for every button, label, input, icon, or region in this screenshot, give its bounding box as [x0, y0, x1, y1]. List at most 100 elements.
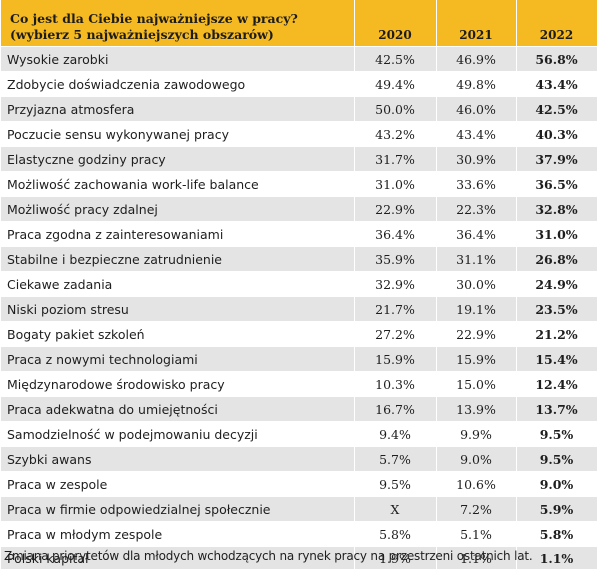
value-2020: 16.7% — [354, 396, 437, 422]
row-label: Przyjazna atmosfera — [1, 96, 355, 122]
row-label: Niski poziom stresu — [1, 296, 355, 322]
row-label: Elastyczne godziny pracy — [1, 146, 355, 172]
value-2021: 9.0% — [436, 446, 517, 472]
value-2021: 15.0% — [436, 371, 517, 397]
table-row: Praca w firmie odpowiedzialnej społeczni… — [1, 496, 598, 522]
row-label: Praca adekwatna do umiejętności — [1, 396, 355, 422]
year-header-2021: 2021 — [436, 0, 517, 47]
value-2022: 36.5% — [516, 171, 598, 197]
table-row: Poczucie sensu wykonywanej pracy 43.2% 43.… — [1, 121, 598, 147]
value-2021: 1.1% — [436, 546, 517, 570]
value-2021: 19.1% — [436, 296, 517, 322]
row-label: Możliwość zachowania work-life balance — [1, 171, 355, 197]
value-2022: 40.3% — [516, 121, 598, 147]
value-2020: 43.2% — [354, 121, 437, 147]
value-2021: 31.1% — [436, 246, 517, 272]
value-2021: 5.1% — [436, 521, 517, 547]
value-2020: 32.9% — [354, 271, 437, 297]
value-2021: 49.8% — [436, 71, 517, 97]
question-line-2: (wybierz 5 najważniejszych obszarów) — [10, 27, 274, 42]
value-2022: 24.9% — [516, 271, 598, 297]
question-header: Co jest dla Ciebie najważniejsze w pracy… — [1, 0, 355, 47]
table-row: Możliwość zachowania work-life balance 31… — [1, 171, 598, 197]
table-row: Międzynarodowe środowisko pracy 10.3% 15.0… — [1, 371, 598, 397]
value-2021: 22.9% — [436, 321, 517, 347]
value-2022: 15.4% — [516, 346, 598, 372]
value-2021: 46.0% — [436, 96, 517, 122]
value-2022: 21.2% — [516, 321, 598, 347]
table-row: Elastyczne godziny pracy 31.7% 30.9% 37.9% — [1, 146, 598, 172]
value-2020: 27.2% — [354, 321, 437, 347]
table-body: Wysokie zarobki 42.5% 46.9% 56.8% Zdobycie d… — [1, 46, 598, 570]
table-row: Wysokie zarobki 42.5% 46.9% 56.8% — [1, 46, 598, 72]
table-row: Niski poziom stresu 21.7% 19.1% 23.5% — [1, 296, 598, 322]
value-2020: 50.0% — [354, 96, 437, 122]
row-label: Poczucie sensu wykonywanej pracy — [1, 121, 355, 147]
value-2022: 43.4% — [516, 71, 598, 97]
value-2020: 5.7% — [354, 446, 437, 472]
value-2022: 5.9% — [516, 496, 598, 522]
table-row: Polski kapitał 1.9% 1.1% 1.1% — [1, 546, 598, 570]
value-2021: 43.4% — [436, 121, 517, 147]
value-2021: 7.2% — [436, 496, 517, 522]
table-row: Ciekawe zadania 32.9% 30.0% 24.9% — [1, 271, 598, 297]
value-2020: 49.4% — [354, 71, 437, 97]
value-2022: 42.5% — [516, 96, 598, 122]
value-2021: 33.6% — [436, 171, 517, 197]
question-line-1: Co jest dla Ciebie najważniejsze w pracy… — [10, 11, 298, 26]
value-2020: 42.5% — [354, 46, 437, 72]
value-2020: 21.7% — [354, 296, 437, 322]
row-label: Zdobycie doświadczenia zawodowego — [1, 71, 355, 97]
value-2022: 13.7% — [516, 396, 598, 422]
value-2021: 22.3% — [436, 196, 517, 222]
row-label: Samodzielność w podejmowaniu decyzji — [1, 421, 355, 447]
value-2020: 9.5% — [354, 471, 437, 497]
row-label: Stabilne i bezpieczne zatrudnienie — [1, 246, 355, 272]
row-label: Polski kapitał — [1, 546, 355, 570]
table-row: Praca z nowymi technologiami 15.9% 15.9% 15… — [1, 346, 598, 372]
value-2020: 36.4% — [354, 221, 437, 247]
table-header-row: Co jest dla Ciebie najważniejsze w pracy… — [1, 0, 598, 47]
value-2020: 31.7% — [354, 146, 437, 172]
value-2021: 13.9% — [436, 396, 517, 422]
row-label: Międzynarodowe środowisko pracy — [1, 371, 355, 397]
value-2022: 9.0% — [516, 471, 598, 497]
value-2020: 35.9% — [354, 246, 437, 272]
row-label: Praca zgodna z zainteresowaniami — [1, 221, 355, 247]
value-2020: 10.3% — [354, 371, 437, 397]
value-2020: 15.9% — [354, 346, 437, 372]
value-2020: X — [354, 496, 437, 522]
value-2021: 9.9% — [436, 421, 517, 447]
table-row: Przyjazna atmosfera 50.0% 46.0% 42.5% — [1, 96, 598, 122]
table-row: Praca w młodym zespole 5.8% 5.1% 5.8% — [1, 521, 598, 547]
value-2021: 30.0% — [436, 271, 517, 297]
value-2020: 22.9% — [354, 196, 437, 222]
value-2020: 5.8% — [354, 521, 437, 547]
value-2022: 23.5% — [516, 296, 598, 322]
row-label: Wysokie zarobki — [1, 46, 355, 72]
value-2021: 36.4% — [436, 221, 517, 247]
value-2022: 31.0% — [516, 221, 598, 247]
table-row: Możliwość pracy zdalnej 22.9% 22.3% 32.8% — [1, 196, 598, 222]
table-row: Praca w zespole 9.5% 10.6% 9.0% — [1, 471, 598, 497]
value-2021: 10.6% — [436, 471, 517, 497]
row-label: Szybki awans — [1, 446, 355, 472]
value-2022: 26.8% — [516, 246, 598, 272]
row-label: Możliwość pracy zdalnej — [1, 196, 355, 222]
value-2022: 9.5% — [516, 446, 598, 472]
table-row: Szybki awans 5.7% 9.0% 9.5% — [1, 446, 598, 472]
value-2022: 1.1% — [516, 546, 598, 570]
value-2022: 12.4% — [516, 371, 598, 397]
value-2022: 5.8% — [516, 521, 598, 547]
table-row: Stabilne i bezpieczne zatrudnienie 35.9% 3… — [1, 246, 598, 272]
table-row: Praca zgodna z zainteresowaniami 36.4% 36.… — [1, 221, 598, 247]
row-label: Praca w firmie odpowiedzialnej społeczni… — [1, 496, 355, 522]
row-label: Praca w zespole — [1, 471, 355, 497]
value-2021: 30.9% — [436, 146, 517, 172]
value-2022: 32.8% — [516, 196, 598, 222]
row-label: Praca z nowymi technologiami — [1, 346, 355, 372]
value-2020: 9.4% — [354, 421, 437, 447]
value-2020: 1.9% — [354, 546, 437, 570]
